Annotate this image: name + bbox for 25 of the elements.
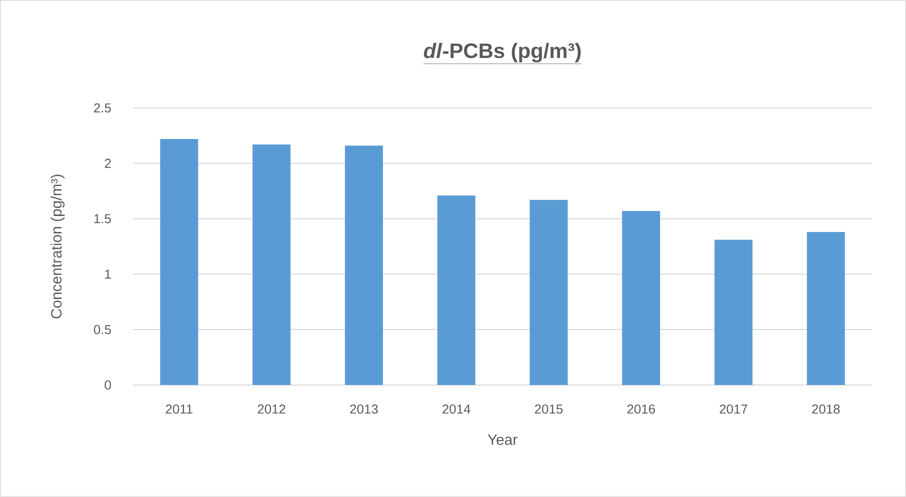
bar bbox=[437, 196, 476, 386]
x-tick-label: 2016 bbox=[627, 404, 655, 414]
bar bbox=[252, 144, 291, 386]
bar bbox=[622, 211, 660, 386]
y-tick-label: 1 bbox=[105, 270, 111, 279]
x-tick-label: 2012 bbox=[258, 404, 286, 414]
bar bbox=[530, 200, 568, 386]
x-tick-label: 2013 bbox=[350, 404, 378, 414]
x-axis-title: Year bbox=[488, 434, 518, 445]
bar bbox=[160, 138, 198, 386]
y-tick-label: 1.5 bbox=[94, 214, 111, 224]
x-tick-label: 2018 bbox=[812, 404, 840, 414]
y-tick-label: 2.5 bbox=[94, 103, 111, 113]
x-tick-label: 2015 bbox=[534, 404, 563, 414]
bar bbox=[714, 240, 752, 386]
x-tick-label: 2011 bbox=[166, 404, 192, 414]
y-tick-label: 0.5 bbox=[94, 325, 111, 334]
y-axis-title: Concentration (pg/m³) bbox=[50, 174, 65, 318]
y-tick-label: 2 bbox=[104, 158, 111, 168]
x-tick-label: 2017 bbox=[720, 404, 748, 414]
bar bbox=[344, 146, 383, 386]
chart-title: dl-PCBs (pg/m³) bbox=[424, 42, 581, 62]
y-tick-label: 0 bbox=[104, 380, 111, 390]
bar bbox=[806, 232, 845, 386]
x-tick-label: 2014 bbox=[442, 404, 470, 414]
